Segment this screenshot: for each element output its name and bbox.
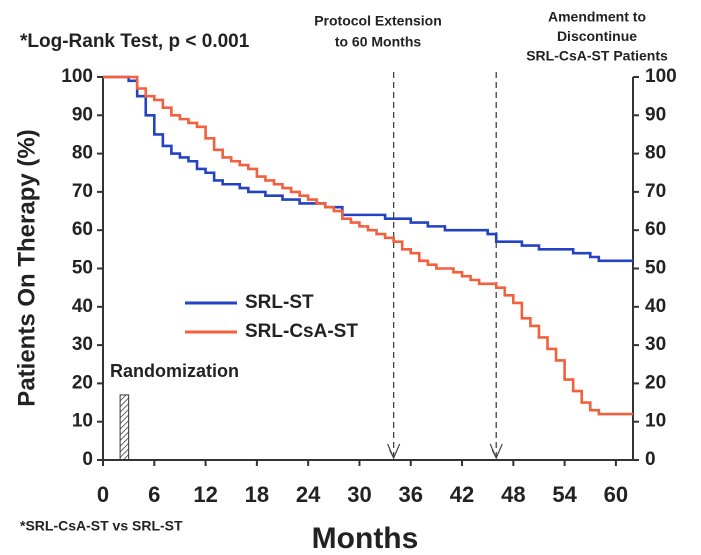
- y-tick-label: 30: [72, 334, 93, 355]
- y2-tick-label: 20: [645, 372, 666, 393]
- y2-tick-label: 80: [645, 143, 666, 164]
- randomization-bar: [119, 394, 130, 461]
- x-tick-label: 48: [501, 482, 525, 507]
- y-tick-label: 10: [72, 411, 93, 432]
- annotation-text: Protocol Extension: [314, 13, 442, 29]
- x-tick-label: 60: [604, 482, 628, 507]
- legend-label: SRL-CsA-ST: [245, 321, 358, 342]
- randomization-label: Randomization: [110, 361, 239, 381]
- y-tick-label: 50: [72, 258, 93, 279]
- y-tick-label: 80: [72, 143, 93, 164]
- x-tick-label: 42: [450, 482, 474, 507]
- y-tick-label: 90: [72, 104, 93, 125]
- annotation-text: to 60 Months: [335, 34, 422, 50]
- x-tick-label: 36: [398, 482, 422, 507]
- series-line: [103, 75, 633, 416]
- y-tick-label: 100: [61, 66, 93, 87]
- annotation-arrow: [489, 443, 503, 460]
- x-tick-label: 18: [245, 482, 269, 507]
- legend-label: SRL-ST: [245, 292, 314, 313]
- y2-tick-label: 60: [645, 219, 666, 240]
- y-axis-label: Patients On Therapy (%): [13, 129, 40, 406]
- x-tick-label: 6: [148, 482, 160, 507]
- x-tick-label: 30: [347, 482, 371, 507]
- y-tick-label: 60: [72, 219, 93, 240]
- annotation-text: Discontinue: [557, 28, 637, 44]
- x-tick-label: 12: [193, 482, 217, 507]
- x-tick-label: 24: [296, 482, 321, 507]
- x-tick-label: 54: [552, 482, 577, 507]
- annotation-text: SRL-CsA-ST Patients: [526, 48, 668, 64]
- y2-tick-label: 90: [645, 104, 666, 125]
- x-tick-label: 0: [97, 482, 109, 507]
- chart-title: *Log-Rank Test, p < 0.001: [20, 31, 250, 52]
- y2-tick-label: 100: [645, 66, 677, 87]
- y2-tick-label: 40: [645, 296, 666, 317]
- annotation-arrow: [387, 443, 401, 460]
- y-tick-label: 0: [82, 449, 93, 470]
- y2-tick-label: 70: [645, 181, 666, 202]
- y-tick-label: 20: [72, 372, 93, 393]
- series-line: [103, 75, 633, 263]
- footnote: *SRL-CsA-ST vs SRL-ST: [20, 518, 183, 534]
- annotation-text: Amendment to: [548, 9, 646, 25]
- y2-tick-label: 0: [645, 449, 656, 470]
- y2-tick-label: 50: [645, 258, 666, 279]
- y-tick-label: 40: [72, 296, 93, 317]
- y2-tick-label: 30: [645, 334, 666, 355]
- x-axis-label: Months: [312, 522, 419, 555]
- y2-tick-label: 10: [645, 411, 666, 432]
- y-tick-label: 70: [72, 181, 93, 202]
